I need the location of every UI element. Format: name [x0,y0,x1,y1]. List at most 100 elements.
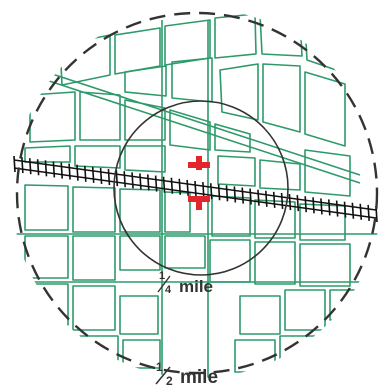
city-block [74,145,121,169]
city-block [279,335,321,367]
city-block [214,13,257,59]
railroad-tie [76,164,79,181]
railroad-tie [131,172,134,189]
quarter-mile-label: 1 4 mile [157,270,213,296]
railroad-tie [186,179,189,196]
railroad-tie [249,188,252,205]
railroad-tie [359,203,363,220]
railroad-tie [21,157,24,174]
city-block [79,335,119,371]
railroad-tie [52,161,56,178]
railroad-tie [351,202,355,219]
city-block [217,155,256,187]
railroad-track-icon [13,155,378,223]
railroad-tie [68,163,71,180]
railroad-tie [194,180,197,198]
railroad-tie [265,190,268,207]
city-block [239,295,281,335]
railroad-tie [44,160,48,177]
railroad-tie [115,170,119,187]
railroad-tie [209,183,213,200]
city-block [219,63,259,121]
half-mile-ring [15,11,379,375]
city-block [214,123,251,153]
railroad-tie [272,191,276,208]
railroad-tie [327,199,331,216]
diagonal-avenue [39,77,361,184]
quarter-mile-unit: mile [179,277,213,296]
railroad-tie [296,195,300,212]
city-block [304,149,351,197]
railroad-tie [233,186,237,203]
railroad-tie [146,174,150,191]
quarter-mile-ring [113,100,289,276]
city-block [299,243,351,287]
railroad-tie [170,177,174,194]
railroad-tie [91,166,95,183]
city-block [124,145,166,173]
city-block [262,63,301,133]
city-block [169,109,211,151]
railroad-tie [99,167,103,185]
city-block [124,65,167,97]
railroad-tie [36,159,40,176]
city-block [72,235,116,281]
quarter-mile-denominator: 4 [165,284,172,296]
city-block [119,295,159,335]
railroad-tie [107,168,111,186]
city-block [171,57,213,103]
city-block [79,91,121,141]
city-block [72,285,116,331]
city-block [119,188,161,233]
city-block [72,186,116,233]
railroad-tie [84,165,87,182]
railroad-tie [343,201,347,218]
railroad-tie [154,175,158,192]
railroad-tie [280,192,284,210]
railroad-tie [257,189,260,206]
city-block [254,241,296,285]
railroad-tie [13,155,16,173]
red-cross-station-icon [188,156,210,210]
half-mile-denominator: 2 [166,374,173,388]
railroad-tie [60,162,64,179]
city-block [164,191,191,233]
city-block [24,145,71,163]
railroad-tie [304,196,307,213]
city-block [29,283,69,326]
city-block [24,184,69,231]
quarter-mile-numerator: 1 [159,270,165,282]
railroad-tie [217,184,221,201]
diagonal-avenue [39,69,361,176]
railroad-tie [288,193,292,211]
railroad-tie [28,158,32,175]
half-mile-numerator: 1 [156,360,163,374]
railroad-tie [123,171,126,188]
city-block [259,159,301,191]
railroad-tie [367,204,370,221]
city-block [284,289,326,331]
city-block [209,239,251,283]
city-block [59,34,111,86]
city-block [114,27,161,75]
railroad-tie [241,187,245,204]
city-block [124,99,166,141]
railroad-tie [335,200,339,217]
railroad-tie [225,185,229,202]
city-block [304,71,346,147]
railroad-tie [178,178,182,195]
city-block [29,91,76,143]
city-block [24,235,69,279]
city-block [122,339,161,369]
city-block [299,203,346,241]
half-mile-unit: mile [180,367,218,388]
city-block [119,235,161,271]
half-mile-label: 1 2 mile [155,360,218,388]
city-block [211,195,251,237]
railroad-tie [320,198,323,215]
railroad-tie [312,197,315,214]
railroad-tie [139,173,142,190]
railroad-tie [162,176,166,193]
city-block [164,235,206,269]
